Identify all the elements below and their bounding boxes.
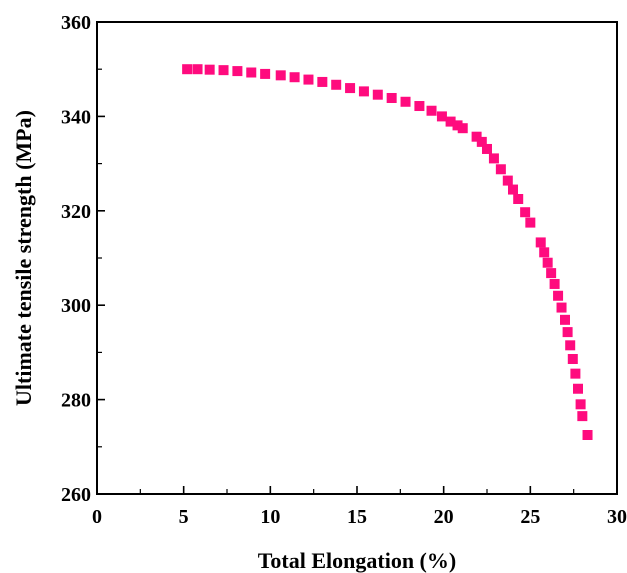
x-axis: 0 5 10 15 20 25 30 (92, 486, 627, 528)
data-point (502, 175, 513, 186)
data-point (345, 83, 356, 94)
data-point (317, 76, 328, 87)
data-point (565, 340, 576, 351)
data-point (232, 66, 243, 77)
data-point (520, 207, 531, 218)
y-tick-label: 260 (61, 484, 91, 506)
data-point (471, 131, 482, 142)
data-point (539, 247, 550, 258)
x-tick-label: 10 (260, 506, 280, 528)
data-point (400, 96, 411, 107)
data-point (372, 89, 383, 100)
plot-border (96, 21, 618, 495)
data-point (573, 383, 583, 394)
y-tick-label: 360 (61, 12, 91, 34)
data-point (549, 278, 560, 289)
data-point (495, 164, 506, 175)
data-point (525, 217, 536, 228)
data-point (570, 368, 581, 379)
data-point (260, 68, 271, 79)
data-point (508, 184, 518, 195)
data-point (513, 194, 524, 204)
data-point (562, 327, 573, 338)
plot-frame (96, 21, 618, 495)
x-tick-label: 25 (520, 506, 540, 528)
data-point (560, 314, 570, 325)
data-point (331, 79, 342, 90)
data-point (426, 105, 437, 116)
data-point (535, 237, 546, 248)
data-point (582, 430, 593, 440)
x-tick-label: 0 (92, 506, 102, 528)
data-point (182, 64, 193, 75)
data-point (246, 67, 257, 78)
data-point (452, 120, 463, 131)
data-point (275, 70, 286, 81)
data-point (218, 65, 229, 76)
y-tick-label: 340 (61, 106, 91, 128)
y-tick-label: 320 (61, 201, 91, 223)
x-tick-label: 30 (607, 506, 627, 528)
data-point (546, 268, 557, 279)
y-tick-label: 300 (61, 295, 91, 317)
data-point (575, 399, 586, 410)
x-tick-label: 5 (179, 506, 189, 528)
data-point (289, 72, 300, 83)
data-point (204, 64, 215, 75)
data-point (414, 101, 425, 112)
data-point (436, 111, 447, 122)
data-point (488, 153, 499, 164)
data-point (457, 123, 468, 134)
y-axis-title: Ultimate tensile strength (MPa) (11, 110, 36, 406)
y-axis: 260 280 300 320 340 360 (61, 12, 105, 506)
data-point (542, 257, 553, 268)
data-point (192, 64, 203, 75)
data-point (553, 290, 564, 301)
data-point (476, 136, 487, 147)
data-point (386, 92, 397, 103)
y-tick-label: 280 (61, 390, 91, 412)
data-point (567, 354, 578, 365)
data-point (303, 74, 314, 85)
x-axis-title: Total Elongation (%) (258, 548, 456, 573)
data-point (445, 116, 456, 127)
data-point (556, 302, 567, 313)
x-tick-label: 20 (434, 506, 454, 528)
data-series (182, 64, 593, 440)
data-point (358, 86, 369, 97)
data-point (482, 143, 492, 154)
data-point (577, 411, 588, 422)
x-tick-label: 15 (347, 506, 367, 528)
